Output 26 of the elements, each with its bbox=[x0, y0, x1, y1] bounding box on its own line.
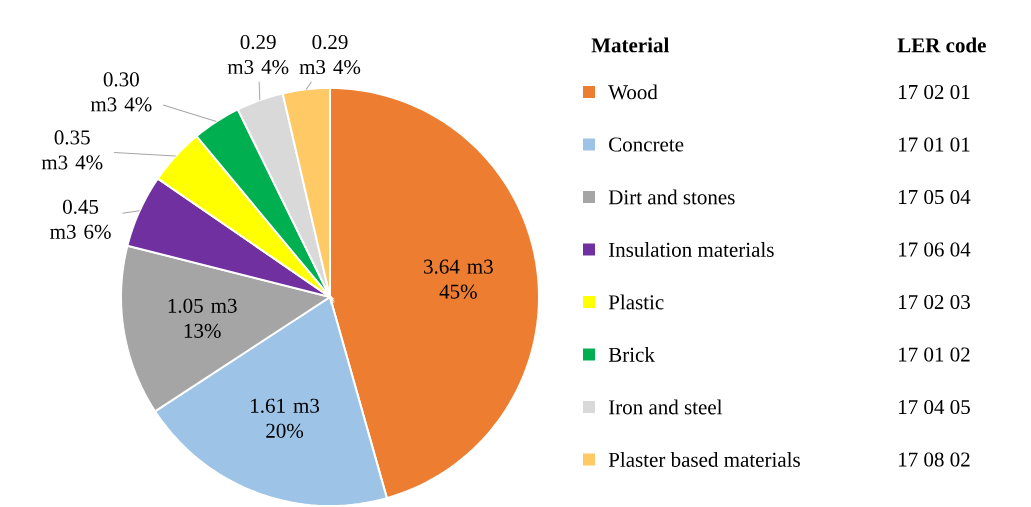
data-label: 0.29 m3 4% bbox=[227, 34, 289, 75]
legend-label: Plaster based materials bbox=[608, 452, 800, 467]
data-label: 1.05 m3 13% bbox=[168, 298, 237, 338]
legend-label: Concrete bbox=[609, 137, 684, 152]
data-label: 0.45 m3 6% bbox=[50, 199, 111, 239]
text: 17 05 04 bbox=[899, 189, 971, 205]
legend-label: Wood bbox=[608, 84, 658, 100]
legend-label: Plastic bbox=[608, 294, 664, 310]
legend-label: Iron and steel bbox=[608, 399, 723, 415]
data-label: 0.30 m3 4% bbox=[90, 72, 152, 112]
data-label: 1.61 m3 20% bbox=[251, 398, 320, 438]
legend-label: Dirt and stones bbox=[608, 189, 735, 205]
legend-label: Insulation materials bbox=[608, 242, 774, 257]
data-label: 3.64 m3 45% bbox=[424, 259, 493, 299]
data-label: 0.35 m3 4% bbox=[41, 130, 103, 170]
legend-title: Material bbox=[591, 37, 669, 53]
data-label: 0.29 m3 4% bbox=[299, 34, 361, 75]
text: 17 02 03 bbox=[899, 294, 970, 310]
text: LER code bbox=[897, 37, 986, 53]
text: 17 06 04 bbox=[899, 242, 971, 257]
legend-label: Brick bbox=[608, 347, 655, 362]
text: 17 02 01 bbox=[899, 84, 970, 100]
text: 17 04 05 bbox=[899, 399, 970, 415]
text: 17 01 01 bbox=[899, 137, 970, 152]
text: 17 08 02 bbox=[899, 452, 970, 467]
text: 17 01 02 bbox=[899, 347, 970, 362]
